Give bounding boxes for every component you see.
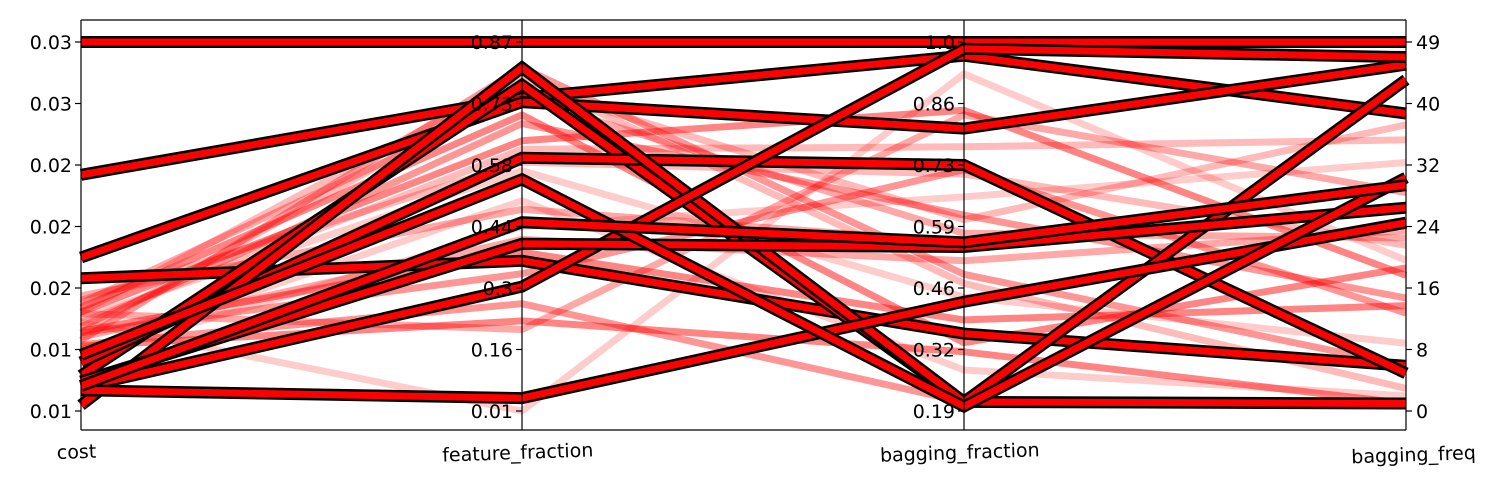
background-line (79, 197, 1407, 400)
line-core (80, 52, 1407, 179)
tick-label: 0.44 (471, 217, 513, 239)
tick-label: 0 (1416, 401, 1428, 423)
background-line (79, 72, 1407, 392)
tick-label: 0.32 (913, 340, 955, 362)
line-core (80, 45, 1407, 391)
axes: 0.01 0.01 0.02 0.02 0.02 0.03 0.03 cost 0.01 0.16… (30, 19, 1476, 468)
tick-label: 0.01 (30, 401, 72, 423)
axis-label-bagging_fraction: bagging_fraction (880, 439, 1040, 467)
tick-label: 0.59 (913, 217, 955, 239)
background-line (80, 111, 1407, 333)
tick-label: 0.58 (471, 155, 513, 177)
axis-label-cost: cost (56, 441, 96, 464)
tick-label: 0.16 (471, 340, 513, 362)
tick-label: 0.02 (30, 278, 72, 300)
axis-label-bagging_freq: bagging_freq (1351, 442, 1476, 468)
tick-label: 0.02 (30, 217, 72, 239)
tick-label: 0.03 (30, 32, 72, 54)
tick-label: 40 (1416, 94, 1440, 116)
tick-label: 49 (1416, 32, 1440, 54)
tick-label: 1.0 (925, 32, 955, 54)
tick-label: 8 (1416, 340, 1428, 362)
tick-label: 0.01 (471, 401, 513, 423)
highlighted-line (79, 49, 1407, 181)
highlighted-lines (77, 36, 1410, 414)
background-line (80, 248, 1407, 335)
axis-label-feature_fraction: feature_fraction (442, 439, 594, 466)
tick-label: 0.03 (30, 94, 72, 116)
highlighted-line (78, 172, 1409, 414)
background-line (80, 159, 1407, 360)
tick-label: 0.19 (913, 401, 955, 423)
line-core (79, 181, 1407, 390)
highlighted-line (79, 42, 1407, 394)
tick-label: 32 (1416, 155, 1440, 177)
line-core (79, 204, 1407, 385)
tick-label: 24 (1416, 217, 1440, 239)
highlighted-line (79, 58, 1407, 264)
line-core (80, 219, 1407, 402)
tick-label: 0.87 (471, 32, 513, 54)
highlighted-line (78, 179, 1407, 392)
tick-label: 0.73 (471, 94, 513, 116)
background-line (79, 81, 1407, 336)
tick-label: 0.02 (30, 155, 72, 177)
tick-label: 0.46 (913, 278, 955, 300)
tick-label: 0.01 (30, 340, 72, 362)
line-core (79, 174, 1408, 411)
tick-label: 16 (1416, 278, 1440, 300)
line-core (79, 61, 1407, 261)
highlighted-line (79, 201, 1407, 388)
tick-label: 0.3 (483, 278, 513, 300)
highlighted-line (80, 216, 1408, 405)
tick-label: 0.86 (913, 94, 955, 116)
tick-label: 0.73 (913, 155, 955, 177)
